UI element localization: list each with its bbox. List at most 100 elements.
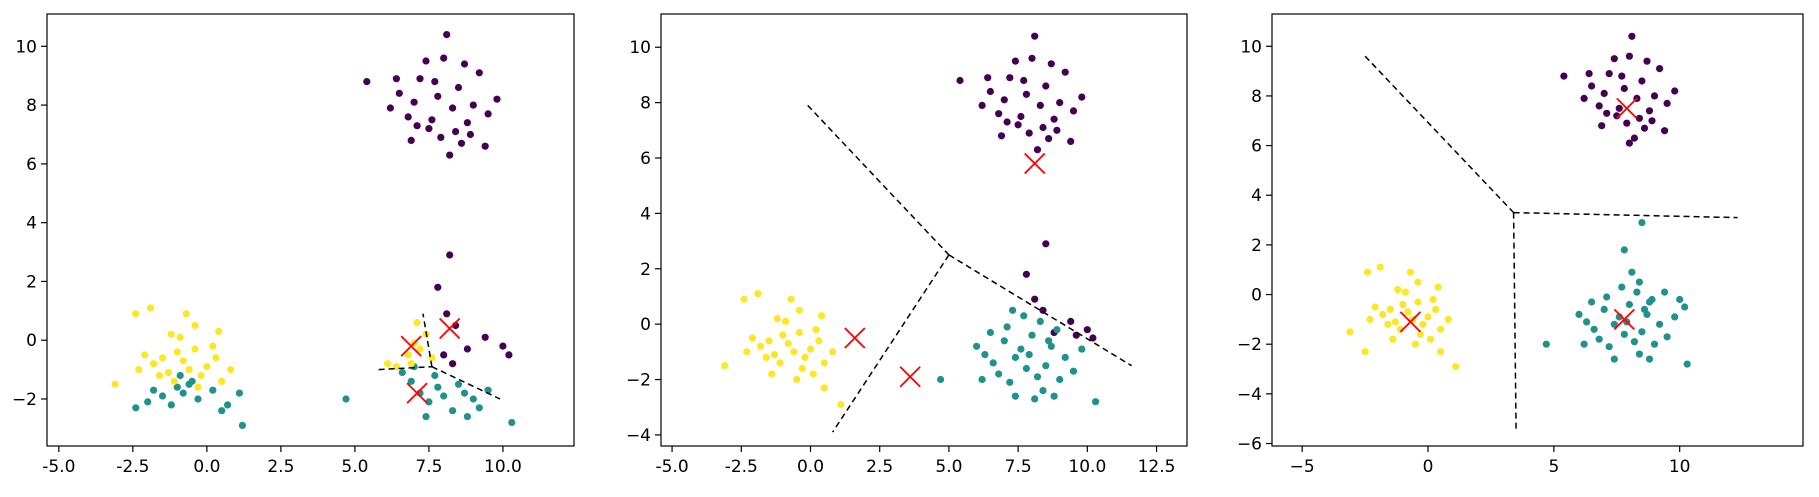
data-point: [1401, 288, 1409, 296]
data-point: [416, 345, 424, 353]
data-point: [466, 130, 474, 139]
data-point: [1623, 119, 1631, 127]
data-point: [1681, 303, 1689, 311]
data-point: [1650, 340, 1659, 348]
data-point: [191, 321, 199, 330]
voronoi-boundary-line: [1513, 211, 1738, 219]
data-point: [1061, 68, 1069, 76]
data-point: [1603, 293, 1611, 301]
data-point: [194, 395, 202, 403]
centroid-stroke: [1399, 311, 1422, 333]
y-tick-label: 4: [26, 214, 37, 234]
data-point: [434, 283, 442, 291]
data-point: [1045, 337, 1053, 345]
data-point: [1640, 305, 1649, 313]
data-point: [422, 413, 430, 421]
data-point: [1092, 398, 1100, 406]
data-point: [1003, 323, 1011, 331]
data-point: [1414, 278, 1422, 286]
centroid-marker: [844, 327, 866, 349]
data-point: [443, 30, 451, 39]
data-point: [235, 389, 243, 397]
data-point: [1663, 99, 1671, 107]
data-point: [440, 351, 448, 359]
data-point: [1603, 109, 1611, 117]
data-point: [1432, 305, 1440, 313]
data-point: [209, 386, 217, 394]
data-point: [1580, 340, 1588, 348]
data-point: [1045, 135, 1053, 143]
data-point: [1645, 298, 1654, 306]
data-point: [1610, 320, 1618, 328]
data-point: [743, 348, 751, 356]
y-tick-label: −4: [1237, 385, 1262, 405]
data-point: [956, 76, 964, 85]
data-point: [132, 310, 140, 318]
data-point: [1039, 387, 1047, 395]
data-point: [1618, 72, 1626, 80]
data-point: [392, 363, 400, 371]
data-point: [1598, 122, 1606, 130]
data-point: [1600, 305, 1608, 313]
data-point: [1638, 77, 1646, 85]
x-tick-label: -5.0: [42, 457, 75, 477]
data-point: [1638, 328, 1646, 336]
data-point: [1635, 350, 1643, 358]
data-point: [1011, 392, 1020, 400]
cluster-2-points: [1346, 263, 1460, 371]
data-point: [1625, 52, 1633, 60]
data-point: [404, 351, 412, 359]
x-tick-label: 5: [1548, 457, 1559, 477]
data-point: [449, 104, 457, 112]
data-point: [1036, 317, 1044, 325]
data-point: [398, 368, 406, 377]
data-point: [413, 122, 421, 130]
data-point: [1006, 378, 1014, 386]
y-tick-label: 6: [640, 149, 651, 169]
data-point: [147, 304, 155, 312]
data-point: [784, 339, 792, 348]
scatter-panel-1: -5.0 -2.5 0.0 2.5 5.0 7.5 10.0 −2 0 2 4 6 8 10: [12, 13, 575, 477]
data-point: [1605, 343, 1613, 351]
y-tick-label: 2: [1251, 236, 1262, 256]
data-point: [1625, 139, 1633, 147]
data-point: [407, 136, 415, 144]
data-point: [170, 377, 178, 385]
y-tick-label: 8: [640, 94, 651, 114]
data-point: [1376, 263, 1384, 271]
x-tick-label: 0.0: [797, 457, 824, 477]
data-point: [1610, 55, 1618, 63]
x-tick-label: 0.0: [193, 457, 220, 477]
data-point: [1620, 330, 1628, 338]
data-point: [212, 354, 220, 362]
y-tick-label: −2: [1237, 335, 1262, 355]
cluster-1-points: [132, 363, 516, 429]
data-point: [1585, 70, 1593, 78]
x-tick-label: 12.5: [1138, 457, 1176, 477]
data-point: [132, 404, 140, 412]
data-point: [167, 330, 175, 338]
data-point: [1033, 373, 1042, 381]
data-point: [995, 370, 1003, 378]
data-point: [1078, 345, 1086, 353]
data-point: [150, 360, 158, 368]
data-point: [820, 359, 828, 367]
centroid-stroke: [400, 335, 422, 357]
data-point: [1419, 320, 1427, 328]
centroid-stroke: [844, 327, 866, 349]
centroid-marker: [1024, 152, 1046, 175]
data-point: [1047, 342, 1055, 350]
x-tick-label: -5.0: [655, 457, 688, 477]
data-point: [1020, 76, 1028, 85]
data-point: [973, 342, 981, 350]
data-point: [454, 380, 463, 388]
data-point: [1025, 129, 1033, 137]
data-point: [1580, 94, 1588, 102]
data-point: [1406, 268, 1414, 276]
y-tick-label: 10: [1240, 37, 1262, 57]
data-point: [1053, 326, 1061, 334]
data-point: [1391, 318, 1399, 326]
centroid-stroke: [1024, 152, 1046, 175]
data-point: [1042, 82, 1050, 90]
